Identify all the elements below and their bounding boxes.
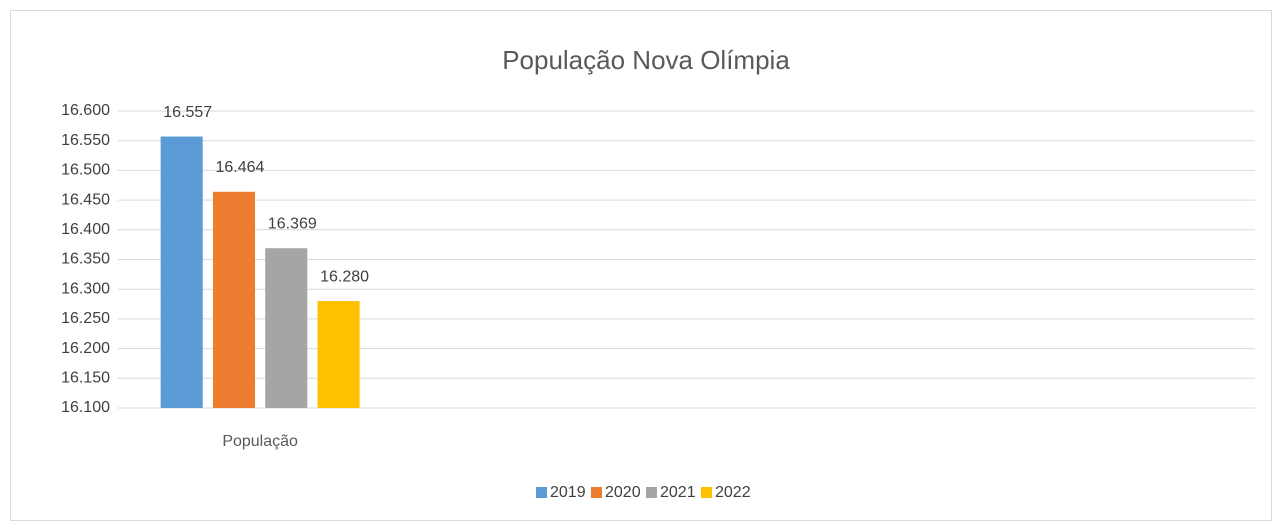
- legend-label: 2021: [660, 484, 696, 501]
- bar: [160, 136, 203, 409]
- data-label: 16.280: [320, 268, 369, 285]
- legend-label: 2020: [605, 484, 641, 501]
- legend-swatch: [591, 487, 602, 498]
- y-tick-label: 16.150: [61, 370, 110, 387]
- y-tick-label: 16.450: [61, 191, 110, 208]
- bar: [265, 248, 308, 408]
- data-label: 16.464: [216, 159, 265, 176]
- legend-label: 2019: [550, 484, 586, 501]
- legend-label: 2022: [715, 484, 751, 501]
- data-label: 16.369: [268, 215, 317, 232]
- legend-swatch: [701, 487, 712, 498]
- y-tick-label: 16.350: [61, 251, 110, 268]
- bar: [212, 191, 256, 408]
- y-tick-label: 16.500: [61, 162, 110, 179]
- y-tick-label: 16.300: [61, 280, 110, 297]
- bar: [317, 301, 360, 408]
- y-tick-label: 16.100: [61, 399, 110, 416]
- y-tick-label: 16.400: [61, 221, 110, 238]
- x-tick-label: População: [222, 433, 298, 450]
- y-tick-label: 16.250: [61, 310, 110, 327]
- y-tick-label: 16.200: [61, 340, 110, 357]
- data-label: 16.557: [163, 104, 212, 121]
- legend-swatch: [536, 487, 547, 498]
- chart-title: População Nova Olímpia: [502, 45, 790, 75]
- y-tick-label: 16.600: [61, 102, 110, 119]
- y-tick-label: 16.550: [61, 132, 110, 149]
- legend-swatch: [646, 487, 657, 498]
